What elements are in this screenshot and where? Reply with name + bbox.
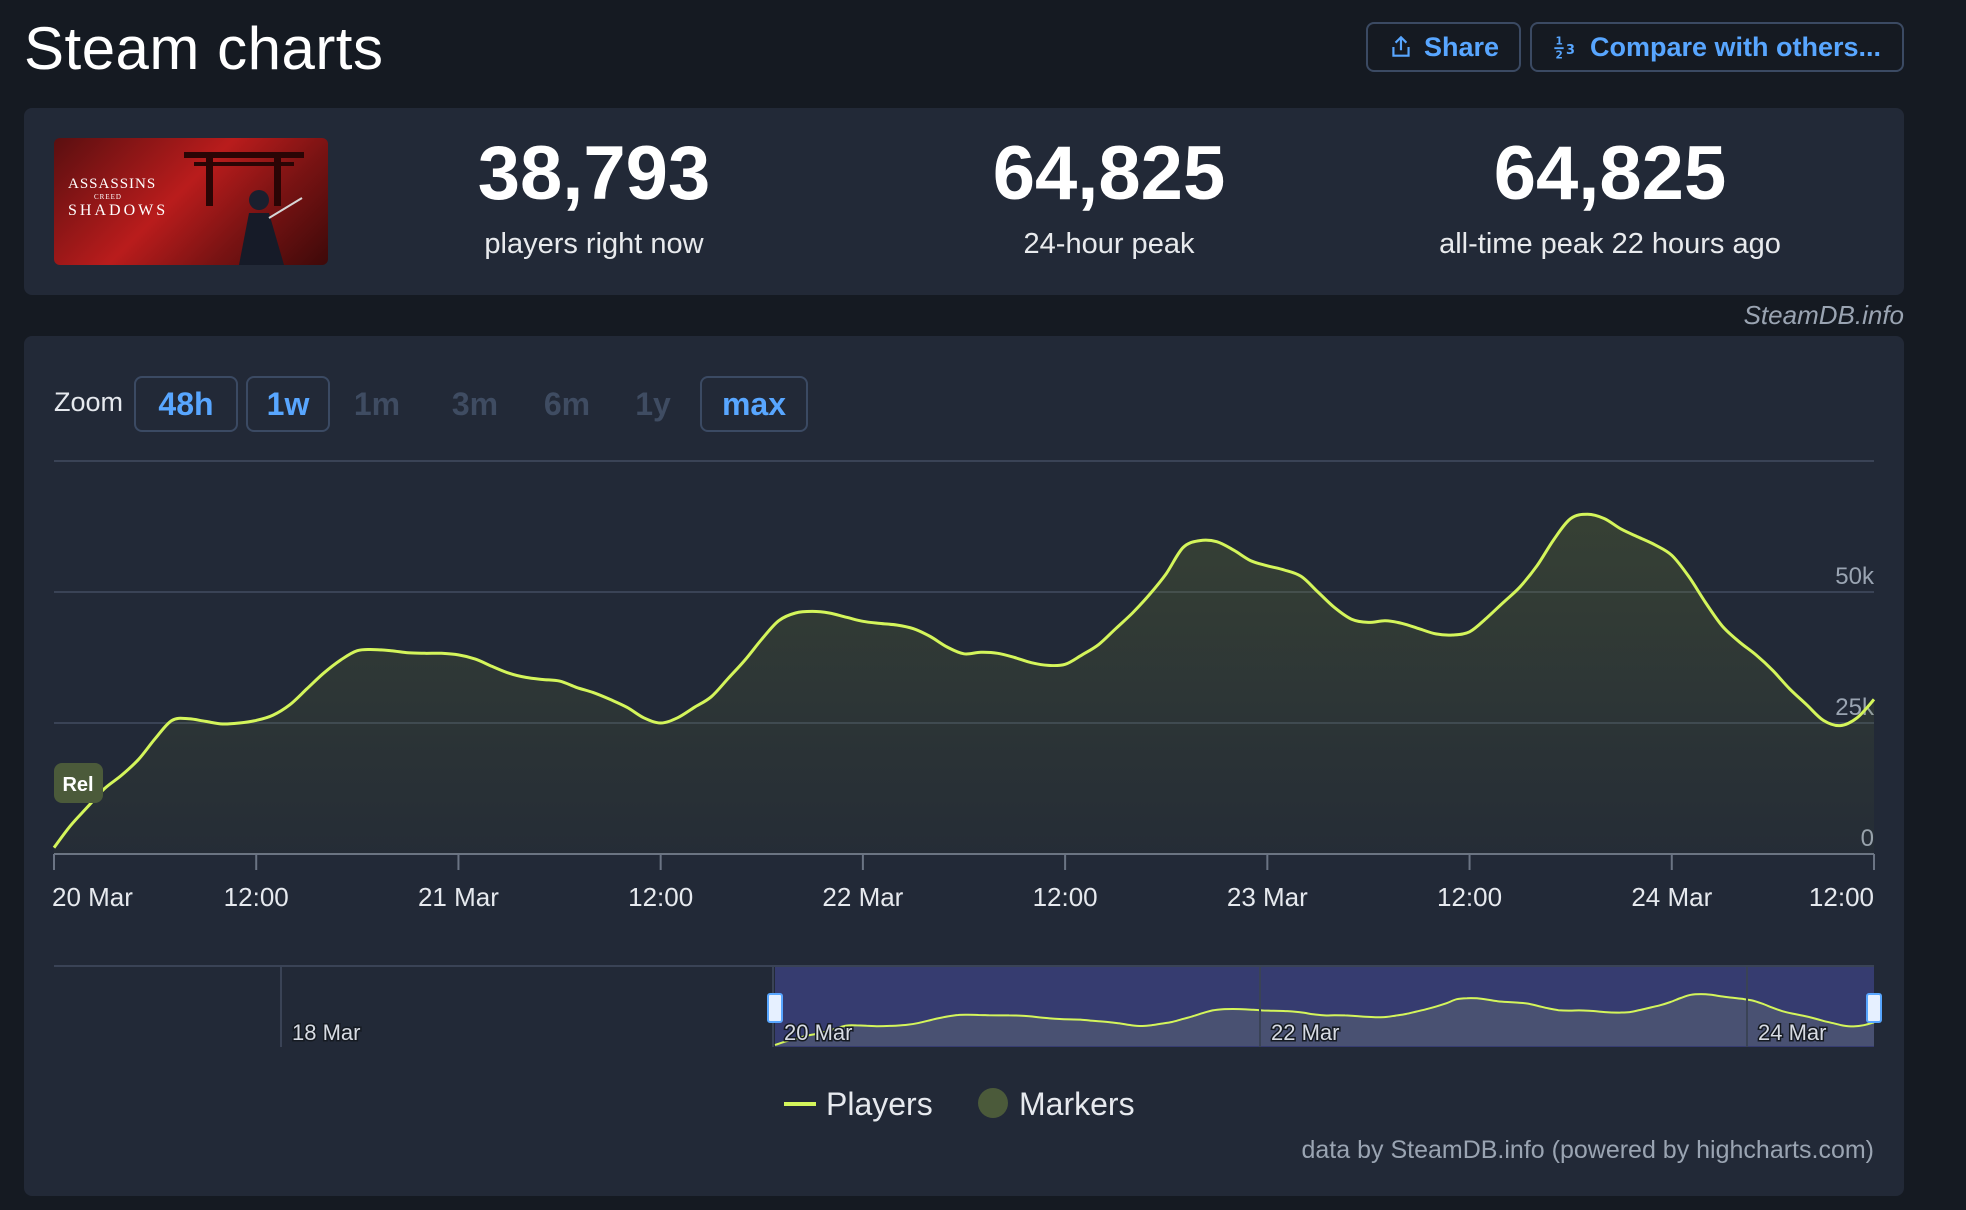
legend-markers-label: Markers xyxy=(1019,1086,1135,1122)
legend-item-players[interactable]: Players xyxy=(784,1086,933,1122)
stat-alltime-peak: 64,825 all-time peak 22 hours ago xyxy=(1410,136,1810,261)
stat-current-label: players right now xyxy=(484,228,704,260)
chart-footer[interactable]: data by SteamDB.info (powered by highcha… xyxy=(1301,1136,1875,1164)
x-tick-label: 12:00 xyxy=(224,882,289,912)
x-tick-label: 12:00 xyxy=(1437,882,1502,912)
navigator-left-handle[interactable] xyxy=(767,993,783,1023)
players-area xyxy=(54,514,1874,854)
x-tick-label: 21 Mar xyxy=(418,882,499,912)
y-tick-label: 50k xyxy=(1835,563,1875,590)
release-marker[interactable]: Rel xyxy=(54,763,103,803)
navigator-tick-label: 22 Mar xyxy=(1271,1020,1339,1045)
game-logo-line3: SHADOWS xyxy=(68,202,169,219)
x-tick-label: 24 Mar xyxy=(1631,882,1712,912)
page-title: Steam charts xyxy=(24,15,384,82)
stat-current-value: 38,793 xyxy=(477,131,711,216)
steamdb-credit[interactable]: SteamDB.info xyxy=(1743,300,1904,330)
navigator-line xyxy=(774,993,1875,1046)
legend-item-markers[interactable]: Markers xyxy=(978,1086,1135,1122)
navigator-tick-label: 18 Mar xyxy=(292,1020,360,1045)
navigator-tick-label: 24 Mar xyxy=(1758,1020,1826,1045)
share-button[interactable]: Share xyxy=(1366,22,1521,72)
navigator-right-handle[interactable] xyxy=(1866,993,1882,1023)
stat-alltime-peak-label: all-time peak 22 hours ago xyxy=(1439,228,1781,260)
game-logo-line2: CREED xyxy=(94,193,122,201)
fraction-icon: 1 2 3 xyxy=(1554,36,1575,61)
x-tick-label: 12:00 xyxy=(1033,882,1098,912)
share-label: Share xyxy=(1423,31,1499,62)
zoom-1w-button[interactable]: 1w xyxy=(246,376,330,432)
compare-button[interactable]: 1 2 3 Compare with others... xyxy=(1530,22,1904,72)
x-tick-label: 12:00 xyxy=(628,882,693,912)
zoom-48h-button[interactable]: 48h xyxy=(134,376,238,432)
zoom-3m-button: 3m xyxy=(451,385,499,422)
release-marker-label: Rel xyxy=(62,774,93,796)
stat-24h-peak-label: 24-hour peak xyxy=(1023,228,1195,260)
warrior-figure-icon xyxy=(239,190,303,265)
zoom-1m-button: 1m xyxy=(353,385,401,422)
navigator[interactable]: 18 Mar 20 Mar 22 Mar 24 Mar xyxy=(54,965,1882,1047)
x-tick-label: 22 Mar xyxy=(822,882,903,912)
zoom-label: Zoom xyxy=(54,387,124,417)
svg-text:3: 3 xyxy=(1566,43,1575,58)
zoom-max-button[interactable]: max xyxy=(700,376,808,432)
game-logo-line1: ASSASSINS xyxy=(68,176,157,192)
game-cover-image[interactable]: ASSASSINS CREED SHADOWS xyxy=(54,138,328,265)
stat-24h-peak-value: 64,825 xyxy=(992,131,1226,216)
x-tick-label: 20 Mar xyxy=(52,882,133,912)
stat-alltime-peak-value: 64,825 xyxy=(1493,131,1727,216)
x-tick-label: 23 Mar xyxy=(1227,882,1308,912)
x-axis-labels: 20 Mar 12:00 21 Mar 12:00 22 Mar 12:00 23 Mar 1… xyxy=(52,854,1875,912)
legend-players-label: Players xyxy=(826,1086,933,1122)
players-line[interactable] xyxy=(52,512,1876,849)
zoom-1y-button: 1y xyxy=(635,385,671,422)
navigator-area xyxy=(775,994,1874,1046)
torii-icon xyxy=(184,152,304,206)
svg-text:2: 2 xyxy=(1556,50,1563,61)
x-tick-label: 12:00 xyxy=(1809,882,1874,912)
compare-label: Compare with others... xyxy=(1590,31,1882,62)
stats-panel: ASSASSINS CREED SHADOWS 38,793 players r… xyxy=(24,108,1904,295)
navigator-tick-label: 20 Mar xyxy=(784,1020,852,1045)
share-icon xyxy=(1392,35,1410,57)
stat-current: 38,793 players right now xyxy=(429,136,759,261)
stat-24h-peak: 64,825 24-hour peak xyxy=(944,136,1274,261)
zoom-6m-button: 6m xyxy=(543,385,591,422)
navigator-labels: 18 Mar 20 Mar 22 Mar 24 Mar xyxy=(280,967,1828,1047)
svg-text:1: 1 xyxy=(1556,36,1563,48)
legend: Players Markers xyxy=(784,1086,1135,1122)
